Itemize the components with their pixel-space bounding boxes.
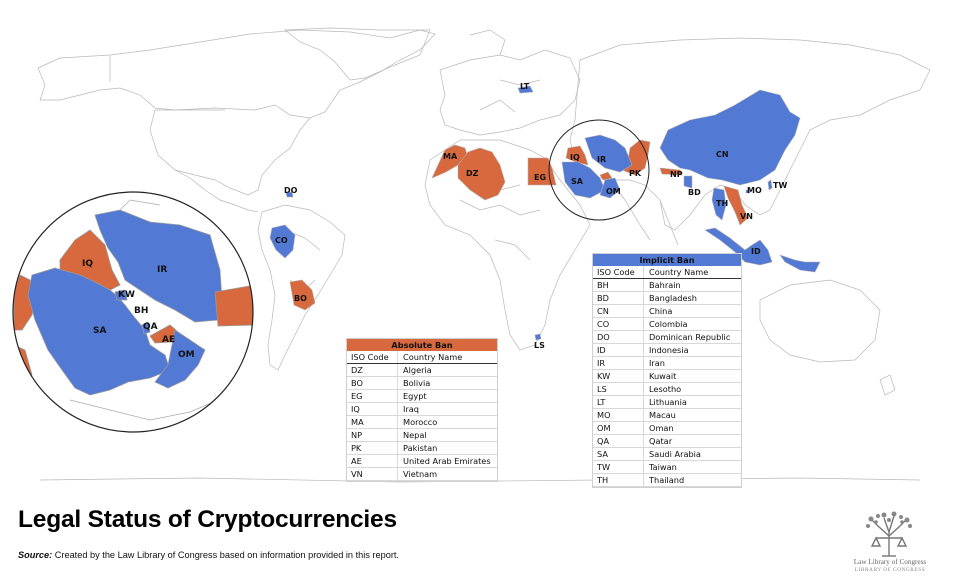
region-iraq [565,145,589,166]
svg-text:DO: DO [284,186,298,195]
region-thailand [711,187,727,221]
region-china [659,89,801,186]
svg-text:MA: MA [443,152,458,161]
table-row: NP Nepal [347,429,497,442]
svg-text:QA: QA [143,322,158,332]
table-row: QA Qatar [593,435,741,448]
table-row: TH Thailand [593,474,741,487]
logo-text-secondary: LIBRARY OF CONGRESS [854,567,926,573]
table-row: KW Kuwait [593,370,741,383]
page-title: Legal Status of Cryptocurrencies [18,506,397,533]
source-note: Source: Created by the Law Library of Co… [18,550,399,560]
table-row: CO Colombia [593,318,741,331]
svg-text:BH: BH [134,306,148,316]
svg-text:KW: KW [118,290,135,300]
table-row: IQ Iraq [347,403,497,416]
table-row: DO Dominican Republic [593,331,741,344]
svg-text:TH: TH [716,199,728,208]
implicit-ban-title: Implicit Ban [593,254,741,266]
law-library-logo: Law Library of Congress LIBRARY OF CONGR… [838,510,938,576]
world-map: MA DZ EG IQ IR SA OM PK NP CN BD MO TW T… [12,27,931,483]
table-row: AE United Arab Emirates [347,455,497,468]
svg-text:OM: OM [178,350,195,360]
table-row: MO Macau [593,409,741,422]
region-saudi-arabia [561,161,606,199]
absolute-ban-table: Absolute Ban ISO Code Country Name DZ Alg… [346,338,498,482]
svg-text:ID: ID [751,247,761,256]
region-vietnam [723,185,749,226]
inset-labels: IQ IR KW BH SA QA AE OM [82,259,195,360]
region-iran [584,134,633,173]
region-bangladesh [683,175,693,189]
absolute-ban-title: Absolute Ban [347,339,497,351]
region-nepal [659,167,683,176]
map-labels: MA DZ EG IQ IR SA OM PK NP CN BD MO TW T… [275,82,787,350]
svg-text:VN: VN [740,212,753,221]
logo-text-primary: Law Library of Congress [853,558,927,566]
implicit-ban-regions [269,85,821,341]
middle-east-highlight-circle [548,119,650,221]
region-taiwan [767,179,773,191]
svg-text:PK: PK [629,169,642,178]
table-row: SA Saudi Arabia [593,448,741,461]
svg-text:IR: IR [157,265,167,275]
table-row: EG Egypt [347,390,497,403]
svg-text:LS: LS [534,341,545,350]
svg-text:CN: CN [716,150,729,159]
table-header-row: ISO Code Country Name [593,266,741,279]
table-row: BH Bahrain [593,279,741,292]
region-dominican-republic [285,191,294,198]
table-row: OM Oman [593,422,741,435]
svg-text:NP: NP [670,170,683,179]
source-label: Source: [18,550,53,560]
svg-text:BD: BD [688,188,701,197]
svg-text:IQ: IQ [82,259,93,269]
svg-text:CO: CO [275,236,288,245]
table-row: BD Bangladesh [593,292,741,305]
region-lithuania [517,85,534,94]
table-row: CN China [593,305,741,318]
svg-text:BO: BO [294,294,307,303]
region-oman [599,177,621,199]
table-row: LS Lesotho [593,383,741,396]
table-row: PK Pakistan [347,442,497,455]
region-uae [599,171,613,181]
tree-scales-icon [866,511,912,557]
table-row: IR Iran [593,357,741,370]
svg-text:MO: MO [747,186,762,195]
region-algeria [457,147,506,201]
region-macau [745,189,751,194]
table-row: TW Taiwan [593,461,741,474]
svg-text:LT: LT [520,82,530,91]
table-row: MA Morocco [347,416,497,429]
table-header-row: ISO Code Country Name [347,351,497,364]
table-row: LT Lithuania [593,396,741,409]
country-outlines [37,27,931,483]
svg-text:TW: TW [773,181,787,190]
implicit-ban-table: Implicit Ban ISO Code Country Name BH Bah… [592,253,742,488]
region-indonesia [704,227,773,266]
svg-text:SA: SA [571,177,584,186]
svg-text:IQ: IQ [570,153,580,162]
table-row: BO Bolivia [347,377,497,390]
svg-text:DZ: DZ [466,169,479,178]
svg-text:EG: EG [534,173,546,182]
region-bolivia [289,279,316,311]
region-colombia [269,224,296,259]
table-row: ID Indonesia [593,344,741,357]
table-row: VN Vietnam [347,468,497,481]
region-lesotho [534,333,542,341]
middle-east-inset [12,191,254,433]
svg-text:AE: AE [162,335,175,345]
svg-text:OM: OM [606,187,621,196]
svg-text:IR: IR [597,155,606,164]
source-text: Created by the Law Library of Congress b… [52,550,399,560]
svg-text:SA: SA [93,326,106,336]
table-row: DZ Algeria [347,364,497,377]
